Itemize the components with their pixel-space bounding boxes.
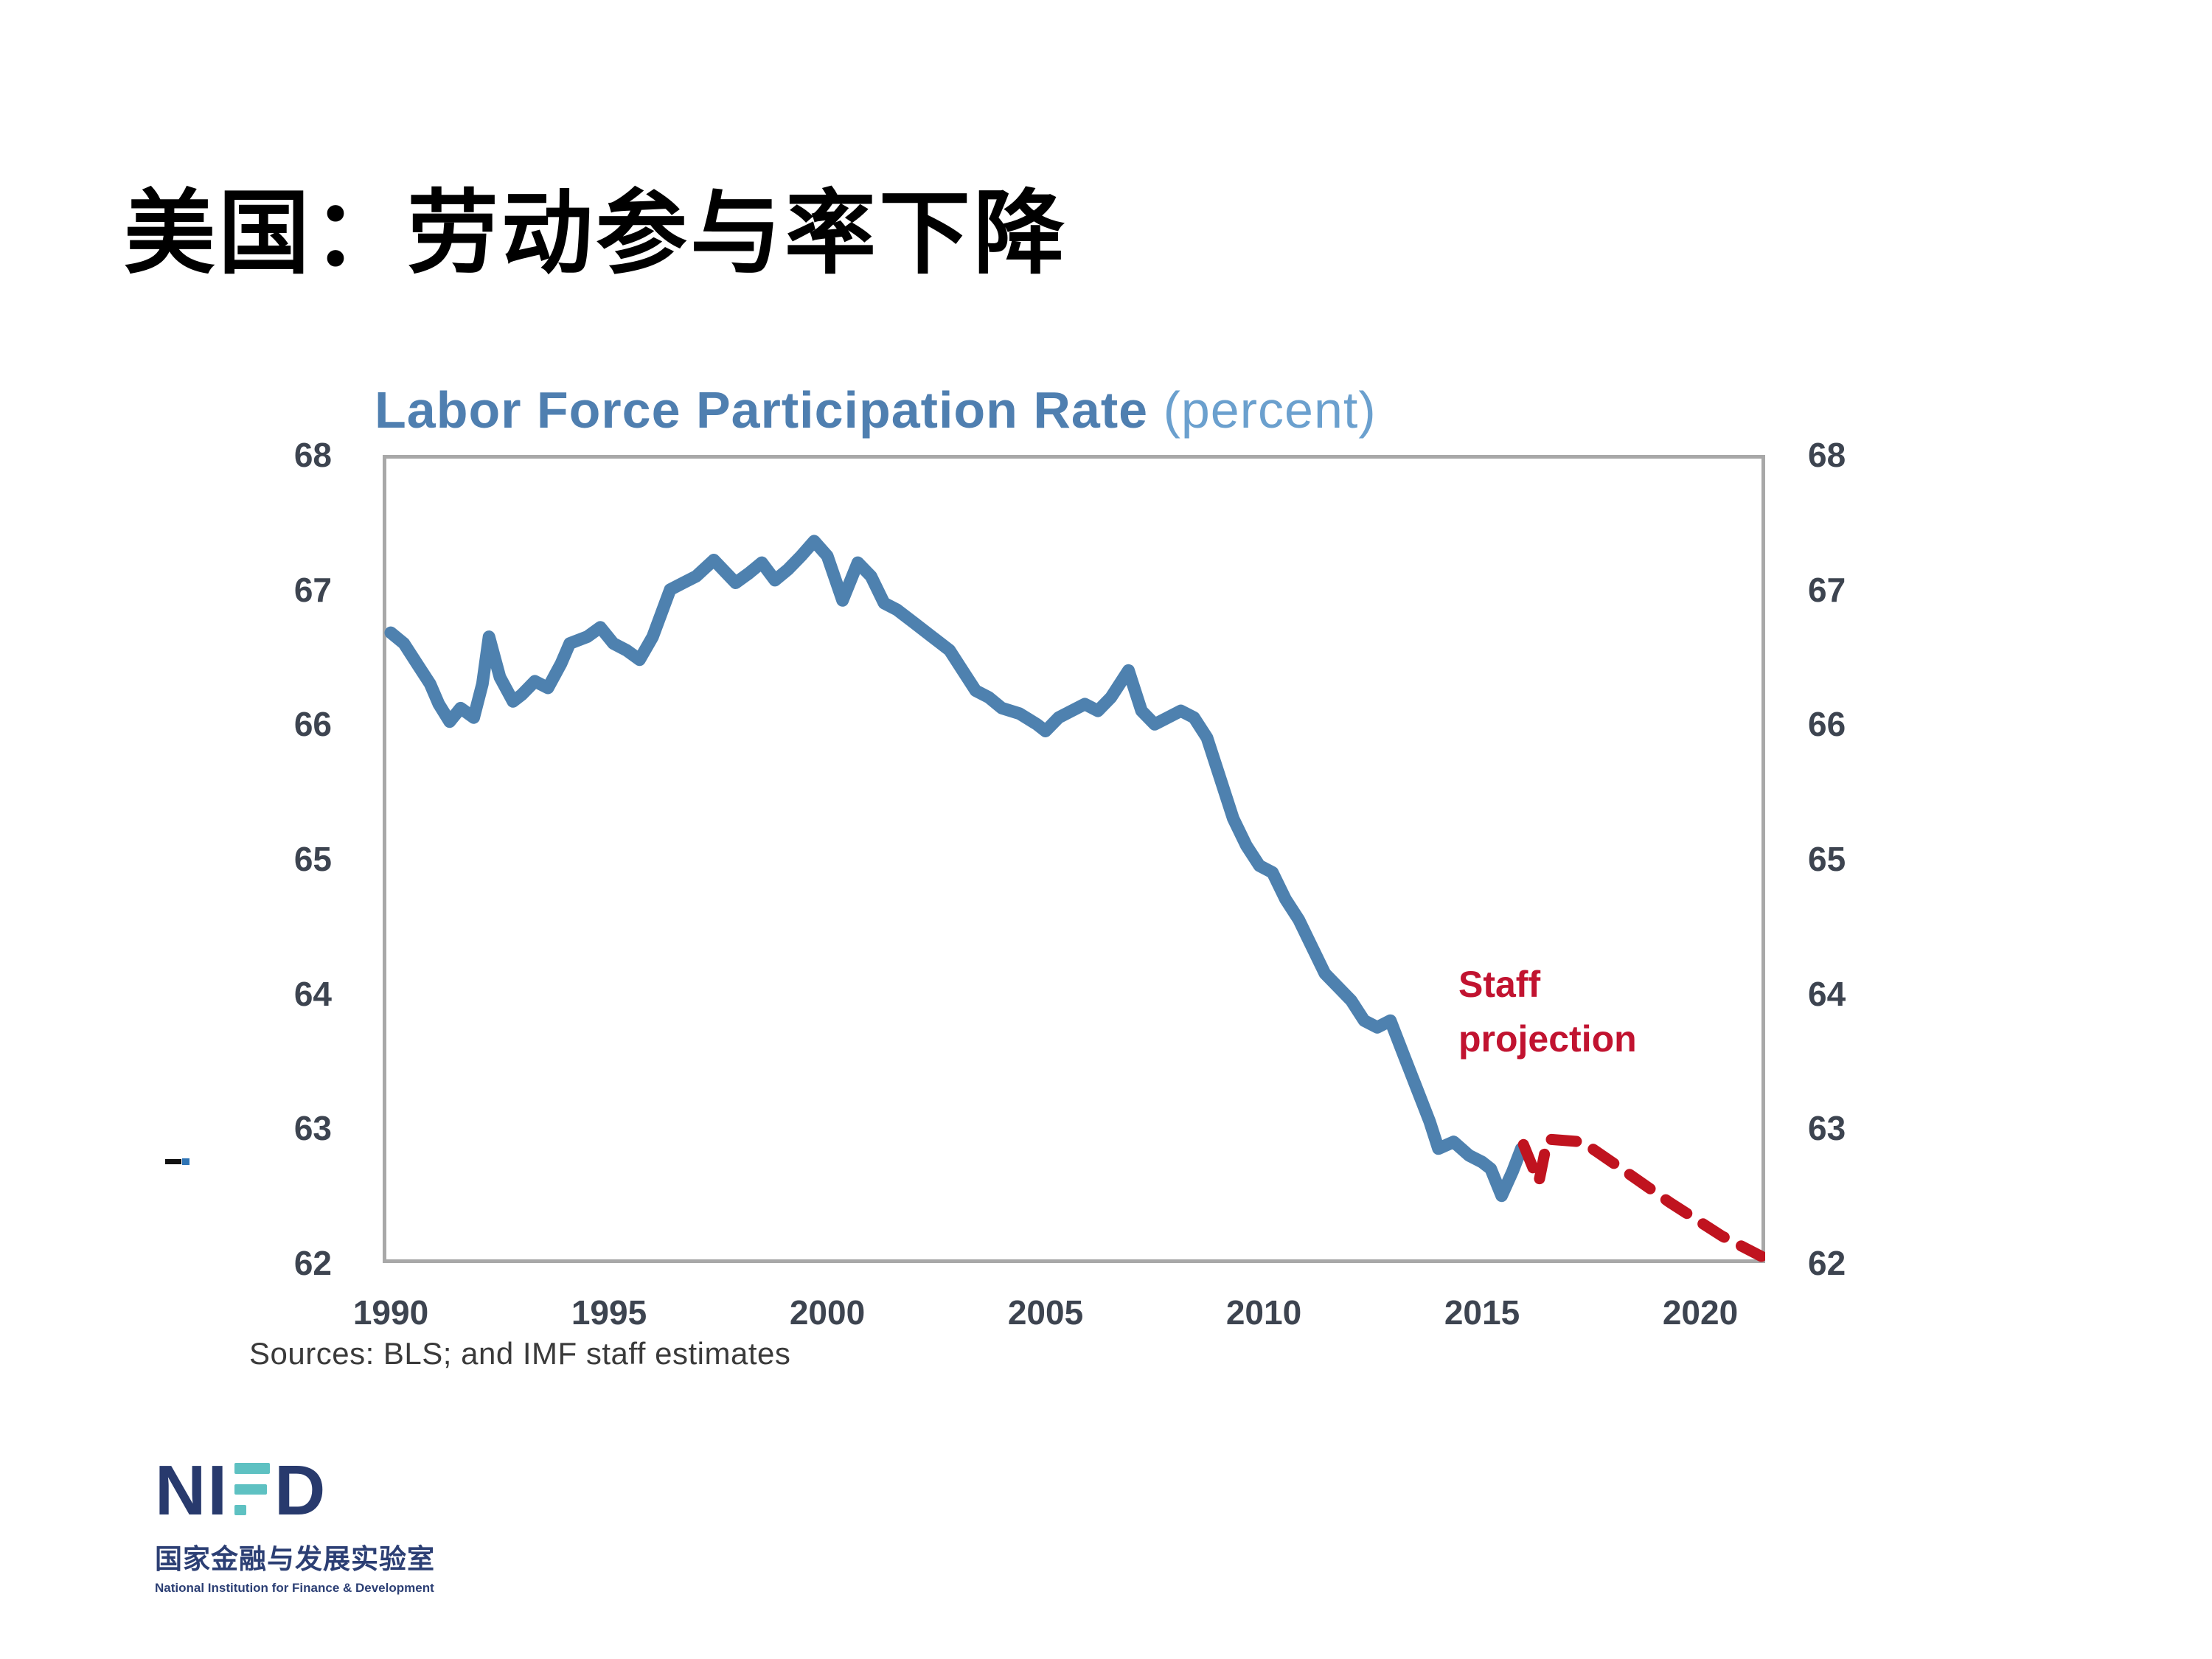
staff-projection-annotation: Staff projection xyxy=(1458,957,1637,1066)
y-axis-label-left: 64 xyxy=(293,974,332,1013)
y-axis-label-right: 66 xyxy=(1808,705,1846,744)
projection-line xyxy=(1517,1133,1765,1262)
y-axis-label-left: 63 xyxy=(293,1109,332,1148)
nifd-f-bars-icon xyxy=(234,1463,270,1515)
stray-dash-mark xyxy=(165,1159,181,1164)
slide-title: 美国：劳动参与率下降 xyxy=(124,183,1068,285)
y-axis-label-left: 62 xyxy=(293,1244,332,1283)
history-line xyxy=(384,535,1528,1203)
x-axis-label: 1995 xyxy=(571,1293,647,1332)
staff-projection-line1: Staff xyxy=(1458,964,1541,1005)
x-axis-label: 2000 xyxy=(789,1293,866,1332)
logo-english-name: National Institution for Finance & Devel… xyxy=(155,1581,434,1595)
chart-title-main: Labor Force Participation Rate xyxy=(375,381,1149,439)
nifd-wordmark-d: D xyxy=(274,1451,327,1530)
y-axis-label-right: 63 xyxy=(1808,1109,1846,1148)
plot-border xyxy=(383,455,1765,1263)
chart-title: Labor Force Participation Rate (percent) xyxy=(375,380,1377,439)
stray-dash-blue-mark xyxy=(182,1158,189,1165)
x-axis-label: 2015 xyxy=(1444,1293,1520,1332)
y-axis-label-right: 68 xyxy=(1808,436,1846,474)
y-axis-label-left: 67 xyxy=(293,570,332,609)
chart-title-units: (percent) xyxy=(1163,381,1377,439)
source-note: Sources: BLS; and IMF staff estimates xyxy=(249,1336,791,1371)
x-axis-label: 2010 xyxy=(1225,1293,1302,1332)
staff-projection-line2: projection xyxy=(1458,1018,1637,1060)
x-axis-label: 1990 xyxy=(352,1293,429,1332)
nifd-wordmark: NI D xyxy=(155,1451,597,1530)
nifd-logo: NI D 国家金融与发展实验室 National Institution for… xyxy=(155,1451,597,1596)
y-axis-label-right: 62 xyxy=(1808,1244,1846,1283)
y-axis-label-left: 68 xyxy=(293,436,332,474)
y-axis-label-right: 64 xyxy=(1808,974,1846,1013)
x-axis-label: 2005 xyxy=(1007,1293,1084,1332)
y-axis-label-left: 65 xyxy=(293,840,332,878)
y-axis-label-left: 66 xyxy=(293,705,332,744)
x-axis-label: 2020 xyxy=(1662,1293,1739,1332)
y-axis-label-right: 65 xyxy=(1808,840,1846,878)
plot-area xyxy=(383,455,1765,1263)
logo-chinese-name: 国家金融与发展实验室 xyxy=(155,1544,435,1574)
y-axis-label-right: 67 xyxy=(1808,570,1846,609)
nifd-wordmark-ni: NI xyxy=(155,1451,229,1530)
